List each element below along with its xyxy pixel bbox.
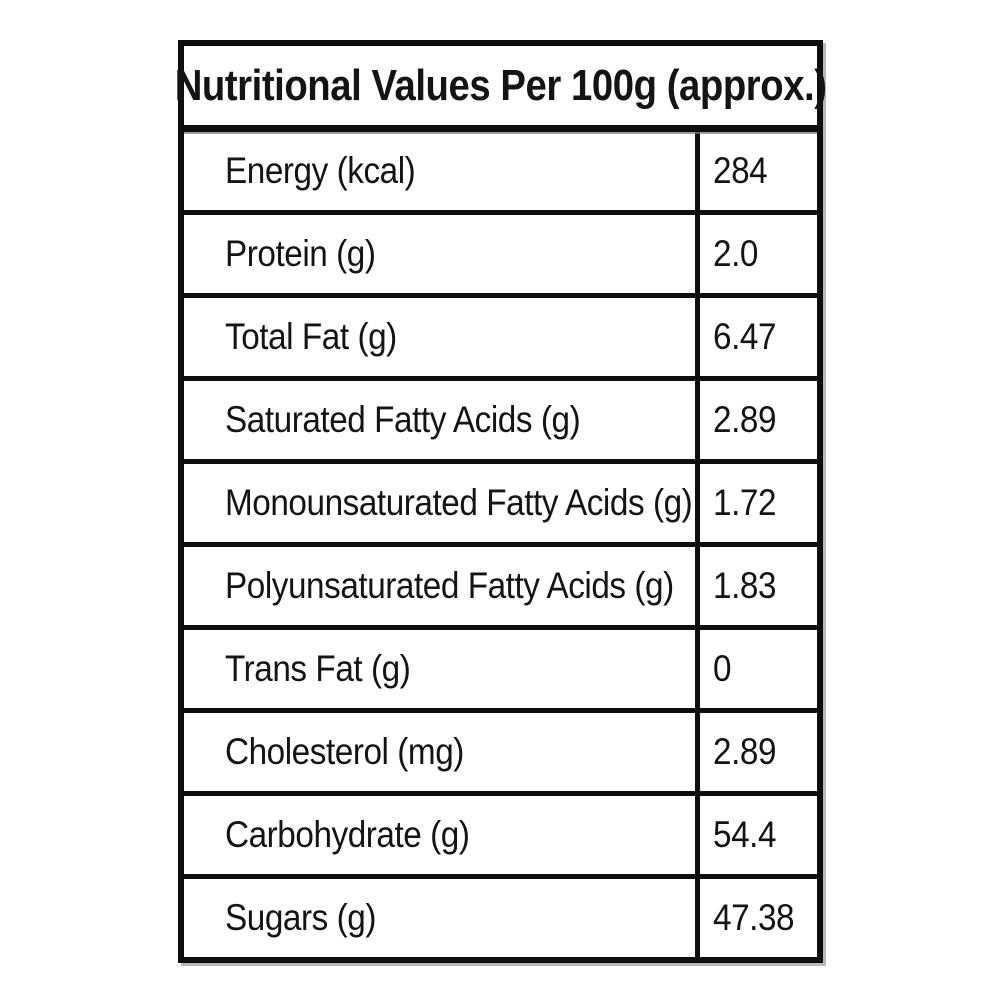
nutrient-name-cell: Carbohydrate (g): [184, 796, 700, 874]
nutrient-value-cell: 6.47: [700, 298, 817, 376]
nutrient-value: 1.72: [713, 482, 777, 523]
nutrient-value-cell: 2.89: [700, 713, 817, 791]
nutrient-name-cell: Sugars (g): [184, 879, 700, 957]
nutrient-name: Total Fat (g): [225, 316, 397, 357]
nutrient-value-cell: 2.0: [700, 215, 817, 293]
nutrient-name: Protein (g): [225, 233, 376, 274]
table-row: Cholesterol (mg) 2.89: [184, 713, 817, 796]
nutrient-name: Energy (kcal): [225, 150, 416, 191]
nutrient-value-cell: 0: [700, 630, 817, 708]
nutrient-name: Polyunsaturated Fatty Acids (g): [225, 565, 674, 606]
nutrient-name-cell: Energy (kcal): [184, 132, 700, 210]
table-title-row: Nutritional Values Per 100g (approx.): [175, 46, 827, 132]
table-row: Sugars (g) 47.38: [184, 879, 817, 957]
table-row: Saturated Fatty Acids (g) 2.89: [184, 381, 817, 464]
nutrient-name: Saturated Fatty Acids (g): [225, 399, 581, 440]
table-row: Carbohydrate (g) 54.4: [184, 796, 817, 879]
table-row: Protein (g) 2.0: [184, 215, 817, 298]
nutrient-name-cell: Cholesterol (mg): [184, 713, 700, 791]
table-row: Total Fat (g) 6.47: [184, 298, 817, 381]
nutrient-value: 47.38: [713, 897, 795, 938]
table-row: Monounsaturated Fatty Acids (g) 1.72: [184, 464, 817, 547]
nutrient-value: 0: [713, 648, 732, 689]
table-row: Energy (kcal) 284: [184, 132, 817, 215]
nutrient-value: 1.83: [713, 565, 777, 606]
nutrient-name-cell: Protein (g): [184, 215, 700, 293]
nutrient-name-cell: Polyunsaturated Fatty Acids (g): [184, 547, 700, 625]
table-row: Polyunsaturated Fatty Acids (g) 1.83: [184, 547, 817, 630]
nutrient-name: Carbohydrate (g): [225, 814, 470, 855]
nutrient-name: Trans Fat (g): [225, 648, 411, 689]
nutrient-value: 284: [713, 150, 768, 191]
nutrient-value-cell: 1.72: [700, 464, 817, 542]
table-title: Nutritional Values Per 100g (approx.): [174, 60, 827, 110]
table-row: Trans Fat (g) 0: [184, 630, 817, 713]
nutrient-value-cell: 284: [700, 132, 817, 210]
nutrient-name-cell: Monounsaturated Fatty Acids (g): [184, 464, 700, 542]
nutrient-name-cell: Total Fat (g): [184, 298, 700, 376]
nutrient-value-cell: 1.83: [700, 547, 817, 625]
nutrient-value: 54.4: [713, 814, 777, 855]
nutrient-name-cell: Saturated Fatty Acids (g): [184, 381, 700, 459]
nutrient-value: 2.0: [713, 233, 758, 274]
nutrient-name: Cholesterol (mg): [225, 731, 464, 772]
nutrient-name: Monounsaturated Fatty Acids (g): [225, 482, 693, 523]
nutrient-value-cell: 2.89: [700, 381, 817, 459]
nutrition-facts-table: Nutritional Values Per 100g (approx.) En…: [175, 40, 827, 963]
nutrient-value-cell: 47.38: [700, 879, 817, 957]
nutrient-value: 2.89: [713, 731, 777, 772]
nutrient-name-cell: Trans Fat (g): [184, 630, 700, 708]
nutrient-name: Sugars (g): [225, 897, 376, 938]
nutrient-value: 2.89: [713, 399, 777, 440]
table-body: Energy (kcal) 284 Protein (g) 2.0 Total …: [184, 132, 817, 957]
nutrient-value-cell: 54.4: [700, 796, 817, 874]
nutrient-value: 6.47: [713, 316, 777, 357]
